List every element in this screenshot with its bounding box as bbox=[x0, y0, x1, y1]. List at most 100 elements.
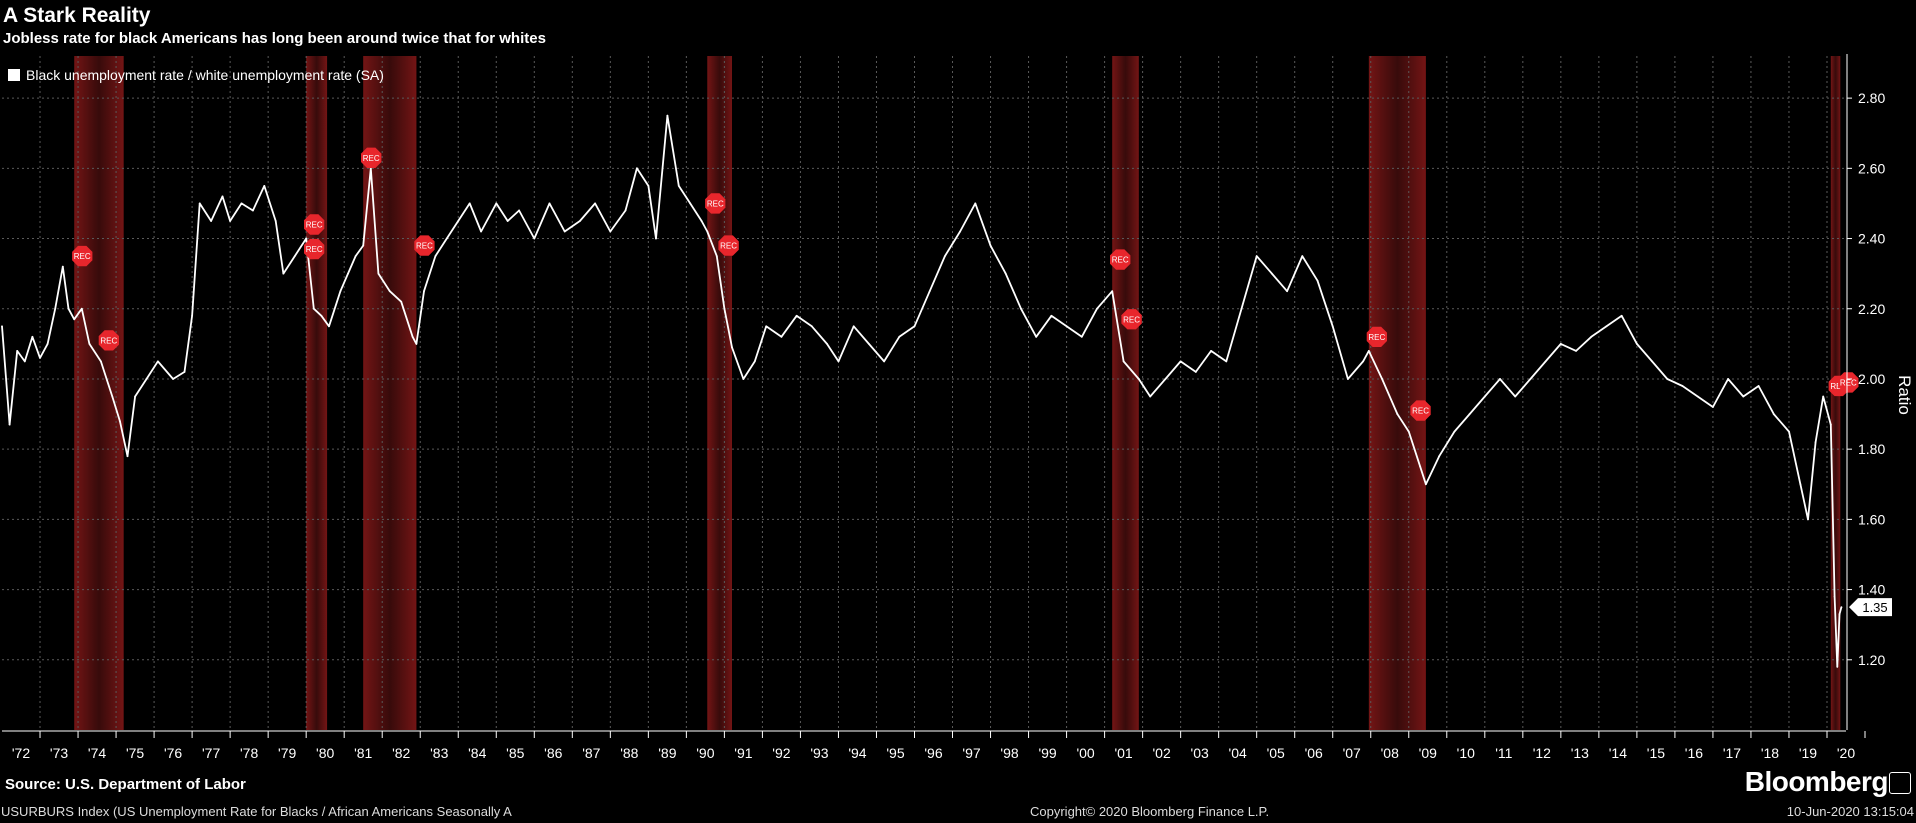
rec-marker-shape bbox=[1110, 249, 1131, 270]
x-tick-label-43: '15 bbox=[1647, 745, 1665, 761]
data-point-151 bbox=[1829, 423, 1832, 426]
recession-band-5 bbox=[1368, 56, 1426, 730]
data-point-17 bbox=[134, 395, 136, 398]
data-point-60 bbox=[594, 202, 597, 205]
recession-marker-13: REC bbox=[1838, 372, 1859, 393]
data-point-48 bbox=[434, 255, 437, 257]
y-tick-label-7: 2.60 bbox=[1858, 160, 1885, 176]
data-point-117 bbox=[1367, 349, 1370, 352]
x-tick-label-33: '05 bbox=[1267, 745, 1285, 761]
data-point-53 bbox=[495, 202, 498, 205]
data-point-29 bbox=[263, 184, 266, 187]
data-point-127 bbox=[1499, 378, 1501, 380]
data-point-34 bbox=[312, 307, 315, 310]
data-point-72 bbox=[723, 307, 726, 310]
data-point-76 bbox=[765, 325, 768, 328]
bloomberg-logo: Bloomberg bbox=[1744, 766, 1889, 797]
recession-marker-4: REC bbox=[361, 147, 382, 168]
x-tick-label-29: '01 bbox=[1114, 745, 1132, 761]
data-point-74 bbox=[742, 378, 745, 380]
rec-marker-shape bbox=[1838, 372, 1859, 393]
x-tick-label-37: '09 bbox=[1419, 745, 1437, 761]
data-point-35 bbox=[320, 314, 323, 317]
recession-marker-6: REC bbox=[705, 193, 726, 214]
data-point-80 bbox=[826, 342, 828, 345]
x-tick-label-44: '16 bbox=[1685, 745, 1703, 761]
recession-marker-3: REC bbox=[304, 238, 325, 260]
x-tick-label-42: '14 bbox=[1609, 745, 1627, 761]
data-point-136 bbox=[1635, 342, 1638, 345]
x-tick-label-35: '07 bbox=[1343, 745, 1361, 761]
rec-marker-shape bbox=[1410, 400, 1431, 421]
data-point-22 bbox=[191, 314, 194, 317]
y-tick-label-2: 1.60 bbox=[1858, 511, 1885, 527]
data-point-103 bbox=[1164, 378, 1167, 380]
recession-marker-11: REC bbox=[1410, 400, 1431, 421]
data-point-6 bbox=[46, 342, 49, 345]
data-point-8 bbox=[61, 265, 64, 268]
rec-marker-label: REC bbox=[306, 245, 323, 254]
data-point-122 bbox=[1424, 483, 1427, 486]
data-point-91 bbox=[989, 244, 992, 247]
data-point-73 bbox=[731, 346, 733, 349]
data-point-49 bbox=[445, 237, 448, 240]
x-tick-label-39: '11 bbox=[1495, 745, 1512, 761]
x-tick-label-23: '95 bbox=[886, 745, 904, 761]
data-point-138 bbox=[1666, 378, 1669, 380]
data-point-111 bbox=[1286, 290, 1288, 293]
footer-timestamp: 10-Jun-2020 13:15:04 bbox=[1786, 804, 1914, 819]
data-point-56 bbox=[533, 237, 536, 240]
x-tick-label-16: '88 bbox=[620, 745, 638, 761]
data-point-101 bbox=[1137, 378, 1140, 380]
data-point-154 bbox=[1838, 613, 1841, 616]
rec-marker-shape bbox=[304, 214, 325, 235]
legend-swatch bbox=[8, 69, 20, 81]
rec-marker-label: REC bbox=[74, 252, 91, 261]
data-point-1 bbox=[8, 423, 11, 426]
x-tick-label-22: '94 bbox=[848, 745, 866, 761]
data-point-21 bbox=[183, 371, 186, 373]
data-point-86 bbox=[913, 325, 916, 328]
data-point-46 bbox=[415, 342, 418, 345]
rec-marker-shape bbox=[361, 147, 382, 168]
data-point-152 bbox=[1833, 595, 1836, 598]
recession-band-3 bbox=[707, 56, 732, 730]
x-tick-label-0: '72 bbox=[12, 745, 30, 761]
x-axis: '72 '73 '74 '75 '76 '77 '78 '79 '80 '81 '82 '83 '84 '… bbox=[2, 730, 1866, 761]
x-tick-label-5: '77 bbox=[202, 745, 220, 761]
data-point-79 bbox=[810, 325, 813, 328]
data-point-98 bbox=[1096, 307, 1098, 310]
data-point-19 bbox=[156, 360, 159, 363]
data-point-31 bbox=[282, 272, 285, 275]
data-point-38 bbox=[347, 272, 349, 275]
y-tick-label-8: 2.80 bbox=[1858, 90, 1885, 106]
data-point-96 bbox=[1065, 325, 1068, 328]
last-value-label: 1.35 bbox=[1862, 600, 1887, 615]
data-point-104 bbox=[1179, 360, 1182, 363]
data-point-121 bbox=[1419, 465, 1422, 468]
data-point-59 bbox=[579, 220, 581, 222]
rec-marker-shape bbox=[414, 235, 435, 256]
data-point-129 bbox=[1529, 378, 1532, 380]
data-point-120 bbox=[1407, 430, 1410, 433]
recession-marker-9: REC bbox=[1121, 309, 1142, 330]
x-tick-label-27: '99 bbox=[1038, 745, 1056, 761]
data-point-119 bbox=[1396, 413, 1399, 415]
data-point-141 bbox=[1712, 406, 1714, 408]
data-point-77 bbox=[780, 335, 783, 338]
data-point-140 bbox=[1696, 395, 1699, 398]
data-point-114 bbox=[1331, 325, 1334, 328]
data-point-63 bbox=[636, 167, 638, 170]
chart-subtitle: Jobless rate for black Americans has lon… bbox=[3, 30, 546, 47]
data-point-109 bbox=[1255, 255, 1258, 257]
x-tick-label-12: '84 bbox=[468, 745, 486, 761]
data-point-128 bbox=[1514, 395, 1517, 398]
data-point-115 bbox=[1347, 378, 1349, 380]
data-point-105 bbox=[1194, 371, 1197, 373]
data-point-25 bbox=[221, 195, 224, 198]
x-tick-label-8: '80 bbox=[316, 745, 334, 761]
data-point-50 bbox=[457, 220, 460, 222]
data-point-132 bbox=[1575, 349, 1577, 352]
data-point-7 bbox=[54, 307, 57, 310]
data-point-94 bbox=[1035, 335, 1038, 338]
